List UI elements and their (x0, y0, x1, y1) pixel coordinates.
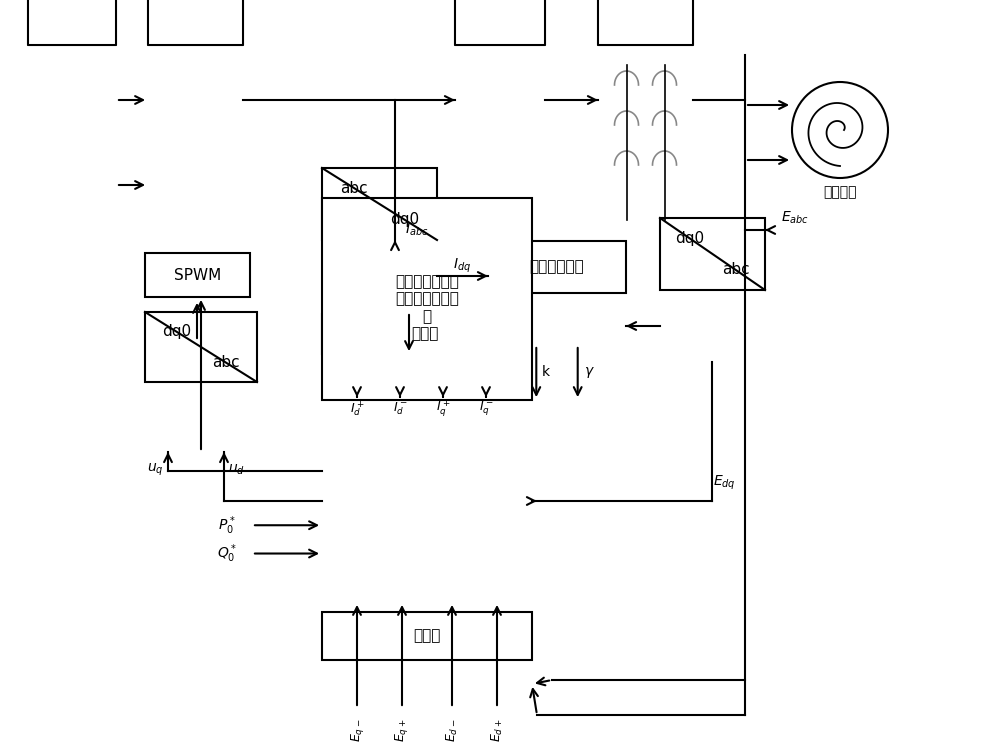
Text: $I_{abc}$: $I_{abc}$ (405, 222, 429, 238)
FancyBboxPatch shape (598, 0, 693, 45)
Text: dq0: dq0 (162, 324, 191, 339)
Text: $E_{abc}$: $E_{abc}$ (781, 210, 809, 226)
Text: 锁相器: 锁相器 (413, 628, 441, 643)
Bar (488, 241, 626, 293)
Text: $I_q^-$: $I_q^-$ (479, 400, 493, 418)
Bar (660, 218, 765, 290)
Text: $\gamma$: $\gamma$ (584, 365, 595, 380)
Bar (322, 198, 532, 400)
Text: $E_{q+}$: $E_{q+}$ (394, 718, 411, 742)
Text: SPWM: SPWM (174, 268, 221, 283)
Text: $I_d^+$: $I_d^+$ (350, 399, 364, 418)
Text: $u_q$: $u_q$ (147, 462, 163, 478)
Text: $E_{q-}$: $E_{q-}$ (349, 718, 366, 742)
Text: $I_q^+$: $I_q^+$ (436, 398, 450, 419)
Text: k: k (542, 366, 550, 379)
FancyBboxPatch shape (455, 0, 545, 45)
Text: $P_0^*$: $P_0^*$ (218, 514, 236, 536)
Bar (145, 312, 257, 382)
Circle shape (792, 82, 888, 178)
Text: 陷波器: 陷波器 (411, 326, 438, 341)
Text: dq0: dq0 (675, 231, 704, 246)
Text: $u_d$: $u_d$ (228, 463, 246, 477)
Text: abc: abc (722, 263, 749, 278)
Text: $I_d^-$: $I_d^-$ (393, 401, 407, 417)
FancyBboxPatch shape (148, 0, 243, 45)
Bar (322, 168, 437, 240)
Bar (322, 314, 527, 354)
Text: abc: abc (340, 180, 368, 196)
Text: $Q_0^*$: $Q_0^*$ (217, 542, 237, 565)
Text: 参考电流计算及
控制参数计算模
块: 参考电流计算及 控制参数计算模 块 (395, 274, 459, 324)
Text: 等效电网: 等效电网 (823, 185, 857, 199)
Text: $I_{dq}$: $I_{dq}$ (453, 257, 472, 275)
FancyBboxPatch shape (28, 0, 116, 45)
Text: $E_{d-}$: $E_{d-}$ (444, 718, 460, 742)
Text: dq0: dq0 (390, 212, 419, 227)
Bar (145, 253, 250, 297)
Text: abc: abc (212, 355, 239, 370)
Text: $E_{dq}$: $E_{dq}$ (713, 474, 735, 492)
Text: $E_{d+}$: $E_{d+}$ (489, 718, 505, 742)
Bar (322, 612, 532, 660)
Text: 优化求解模块: 优化求解模块 (530, 260, 584, 275)
